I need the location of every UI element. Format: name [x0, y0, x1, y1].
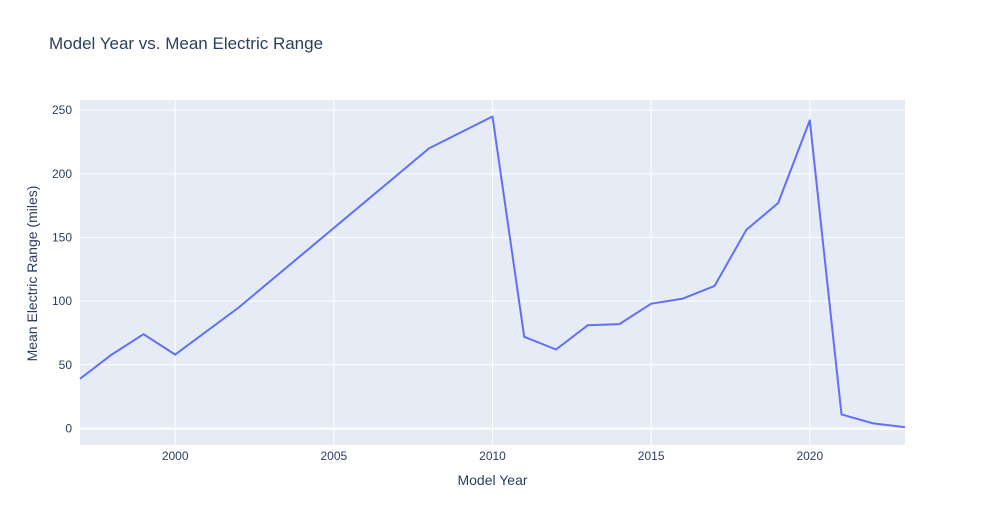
x-gridlines: [174, 100, 811, 445]
y-tick-label: 200: [52, 167, 72, 181]
y-tick-label: 50: [59, 358, 73, 372]
series-layer: [79, 115, 906, 429]
x-tick-labels: 2000 2005 2010 2015 2020: [162, 449, 824, 463]
y-tick-label: 250: [52, 103, 72, 117]
x-axis-title: Model Year: [457, 472, 527, 488]
y-axis-title: Mean Electric Range (miles): [24, 186, 40, 362]
chart-title: Model Year vs. Mean Electric Range: [49, 34, 324, 53]
x-tick-label: 2010: [479, 449, 506, 463]
x-tick-label: 2005: [320, 449, 347, 463]
x-tick-label: 2000: [162, 449, 189, 463]
series-line: [79, 115, 906, 429]
y-tick-label: 150: [52, 230, 72, 244]
y-tick-labels: 0 50 100 150 200 250: [52, 103, 72, 435]
y-tick-label: 0: [65, 421, 72, 435]
x-tick-label: 2015: [638, 449, 665, 463]
y-tick-label: 100: [52, 294, 72, 308]
x-tick-label: 2020: [796, 449, 823, 463]
